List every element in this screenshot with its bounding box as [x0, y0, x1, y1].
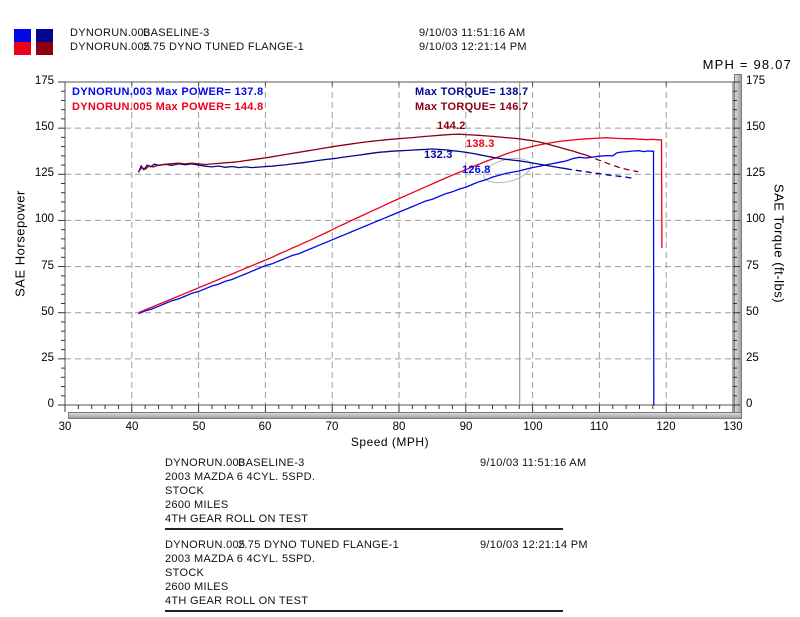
info2-name: DYNORUN.005 [165, 539, 246, 551]
info1-divider [165, 528, 563, 530]
y-right-tick-label: 25 [746, 352, 759, 364]
info1-name: DYNORUN.003 [165, 457, 246, 469]
y-right-tick-label: 175 [746, 75, 766, 87]
run2-power-color [14, 42, 31, 55]
x-tick-label: 40 [125, 421, 139, 433]
run1-torque-color [36, 29, 53, 42]
y-left-tick-label: 100 [34, 213, 54, 225]
x-tick-label: 60 [258, 421, 272, 433]
info2-line1: 2003 MAZDA 6 4CYL. 5SPD. [165, 553, 316, 565]
chart-legend-run1-power: DYNORUN.003 Max POWER= 137.8 [72, 86, 264, 98]
run2-torque-color [36, 42, 53, 55]
chart-legend-run2-torque: Max TORQUE= 146.7 [415, 101, 529, 113]
x-tick-label: 120 [656, 421, 676, 433]
x-tick-label: 90 [459, 421, 473, 433]
cursor-value-run2-torque: 144.2 [437, 120, 466, 132]
legend-swatch-torque-colors [36, 29, 53, 55]
info1-line4: 4TH GEAR ROLL ON TEST [165, 513, 309, 525]
header-run1-desc: BASELINE-3 [143, 27, 210, 39]
y-left-tick-label: 0 [47, 398, 54, 410]
x-tick-label: 30 [58, 421, 72, 433]
info2-divider [165, 610, 563, 612]
legend-swatch-power-colors [14, 29, 31, 55]
info1-line2: STOCK [165, 485, 205, 497]
y-right-tick-label: 125 [746, 167, 766, 179]
y-right-tick-label: 100 [746, 213, 766, 225]
y-right-tick-label: 0 [746, 398, 753, 410]
info2-line2: STOCK [165, 567, 205, 579]
info2-line3: 2600 MILES [165, 581, 229, 593]
y-right-tick-label: 150 [746, 121, 766, 133]
y-left-tick-label: 25 [41, 352, 54, 364]
info2-line4: 4TH GEAR ROLL ON TEST [165, 595, 309, 607]
info2-timestamp: 9/10/03 12:21:14 PM [480, 539, 588, 551]
info1-timestamp: 9/10/03 11:51:16 AM [480, 457, 587, 469]
cursor-mph-readout: MPH = 98.07 [702, 57, 792, 72]
x-tick-label: 130 [723, 421, 743, 433]
y-left-tick-label: 150 [34, 121, 54, 133]
info2-desc: 2.75 DYNO TUNED FLANGE-1 [238, 539, 400, 551]
chart-legend-run2-power: DYNORUN.005 Max POWER= 144.8 [72, 101, 264, 113]
x-tick-label: 80 [392, 421, 406, 433]
y-left-tick-label: 125 [34, 167, 54, 179]
run1-power-color [14, 29, 31, 42]
header-run1-timestamp: 9/10/03 11:51:16 AM [419, 27, 526, 39]
y-axis-title-right: SAE Torque (ft-lbs) [771, 183, 787, 304]
header-run2-name: DYNORUN.005 [70, 41, 151, 53]
chart-legend-run1-torque: Max TORQUE= 138.7 [415, 86, 529, 98]
header-run2-timestamp: 9/10/03 12:21:14 PM [419, 41, 527, 53]
info1-line1: 2003 MAZDA 6 4CYL. 5SPD. [165, 471, 316, 483]
cursor-value-run1-torque: 132.3 [424, 149, 453, 161]
info1-desc: BASELINE-3 [238, 457, 305, 469]
cursor-value-run1-power: 126.8 [462, 164, 491, 176]
x-tick-label: 100 [523, 421, 543, 433]
info1-line3: 2600 MILES [165, 499, 229, 511]
y-left-tick-label: 50 [41, 306, 54, 318]
y-axis-title-left: SAE Horsepower [12, 190, 28, 297]
x-tick-label: 110 [589, 421, 609, 433]
y-left-tick-label: 75 [41, 260, 54, 272]
x-axis-title: Speed (MPH) [350, 435, 430, 449]
header-run1-name: DYNORUN.003 [70, 27, 151, 39]
y-left-tick-label: 175 [34, 75, 54, 87]
chart-frame-bottom-bar [68, 412, 742, 419]
header-run2-desc: 2.75 DYNO TUNED FLANGE-1 [143, 41, 305, 53]
y-right-tick-label: 75 [746, 260, 759, 272]
x-tick-label: 50 [192, 421, 206, 433]
x-tick-label: 70 [325, 421, 339, 433]
cursor-value-run2-power: 138.3 [466, 138, 495, 150]
y-right-tick-label: 50 [746, 306, 759, 318]
